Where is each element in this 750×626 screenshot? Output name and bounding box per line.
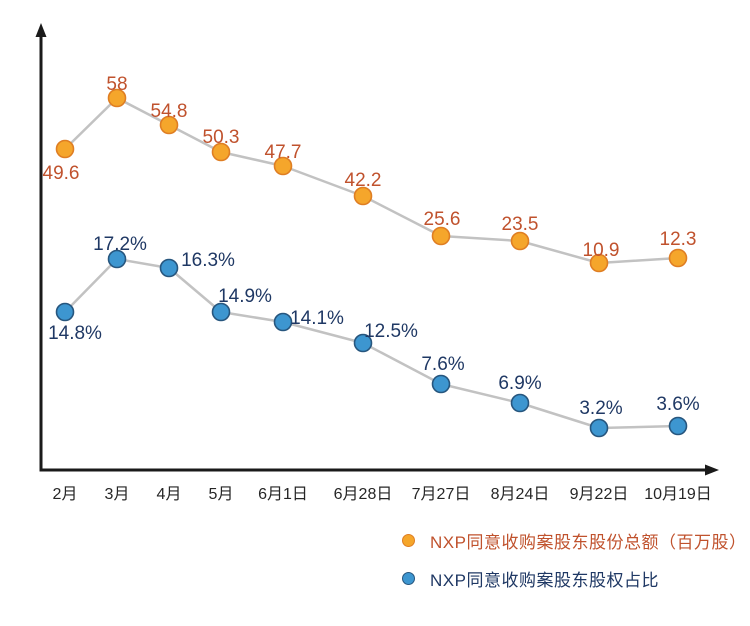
data-point [211, 302, 231, 322]
x-axis-label: 4月 [157, 486, 182, 503]
legend-label-equity-ratio: NXP同意收购案股东股权占比 [430, 571, 659, 590]
data-point [510, 393, 530, 413]
legend-item-total-shares: NXP同意收购案股东股份总额（百万股） [402, 530, 747, 552]
data-point-label: 25.6 [424, 209, 461, 230]
data-point-label: 7.6% [421, 354, 464, 375]
data-point [589, 418, 609, 438]
data-point [668, 416, 688, 436]
data-point [668, 248, 688, 268]
data-point [589, 253, 609, 273]
data-point [107, 88, 127, 108]
data-point-label: 23.5 [502, 214, 539, 235]
data-point-label: 49.6 [43, 163, 80, 184]
data-point [431, 374, 451, 394]
data-point-label: 12.3 [660, 229, 697, 250]
data-point [55, 139, 75, 159]
data-point-label: 58 [106, 74, 127, 95]
legend-marker-orange-icon [402, 534, 415, 547]
data-point-label: 12.5% [364, 321, 418, 342]
data-point [273, 156, 293, 176]
legend: NXP同意收购案股东股份总额（百万股） NXP同意收购案股东股权占比 [402, 530, 747, 590]
x-axis-label: 7月27日 [412, 486, 471, 503]
x-axis-label: 3月 [105, 486, 130, 503]
series-line-1 [64, 257, 679, 430]
series-line-0 [64, 96, 679, 265]
data-point [159, 258, 179, 278]
data-point-label: 3.2% [579, 398, 622, 419]
data-point-label: 50.3 [203, 127, 240, 148]
data-point [510, 231, 530, 251]
y-axis-arrow-icon [35, 23, 47, 37]
data-point-label: 10.9 [583, 240, 620, 261]
data-point-label: 17.2% [93, 234, 147, 255]
data-point [107, 249, 127, 269]
data-point-label: 14.9% [218, 286, 272, 307]
x-axis-label: 10月19日 [644, 486, 712, 503]
x-axis-label: 8月24日 [491, 486, 550, 503]
data-point [353, 333, 373, 353]
data-point-label: 42.2 [345, 170, 382, 191]
data-point-label: 16.3% [181, 250, 235, 271]
x-axis-label: 2月 [53, 486, 78, 503]
data-point-label: 3.6% [656, 394, 699, 415]
data-point [273, 312, 293, 332]
data-point [211, 142, 231, 162]
data-point [353, 186, 373, 206]
data-point [431, 226, 451, 246]
data-point-label: 6.9% [498, 373, 541, 394]
x-axis-label: 5月 [209, 486, 234, 503]
legend-label-total-shares: NXP同意收购案股东股份总额（百万股） [430, 533, 747, 552]
legend-marker-blue-icon [402, 572, 415, 585]
x-axis-arrow-icon [705, 464, 719, 476]
data-point-label: 14.1% [290, 308, 344, 329]
x-axis-label: 6月28日 [334, 486, 393, 503]
data-point [159, 115, 179, 135]
data-point-label: 14.8% [48, 323, 102, 344]
data-point [55, 302, 75, 322]
data-point-label: 54.8 [151, 101, 188, 122]
legend-item-equity-ratio: NXP同意收购案股东股权占比 [402, 568, 746, 590]
x-axis-label: 6月1日 [258, 486, 308, 503]
data-point-label: 47.7 [265, 142, 302, 163]
x-axis-label: 9月22日 [570, 486, 629, 503]
